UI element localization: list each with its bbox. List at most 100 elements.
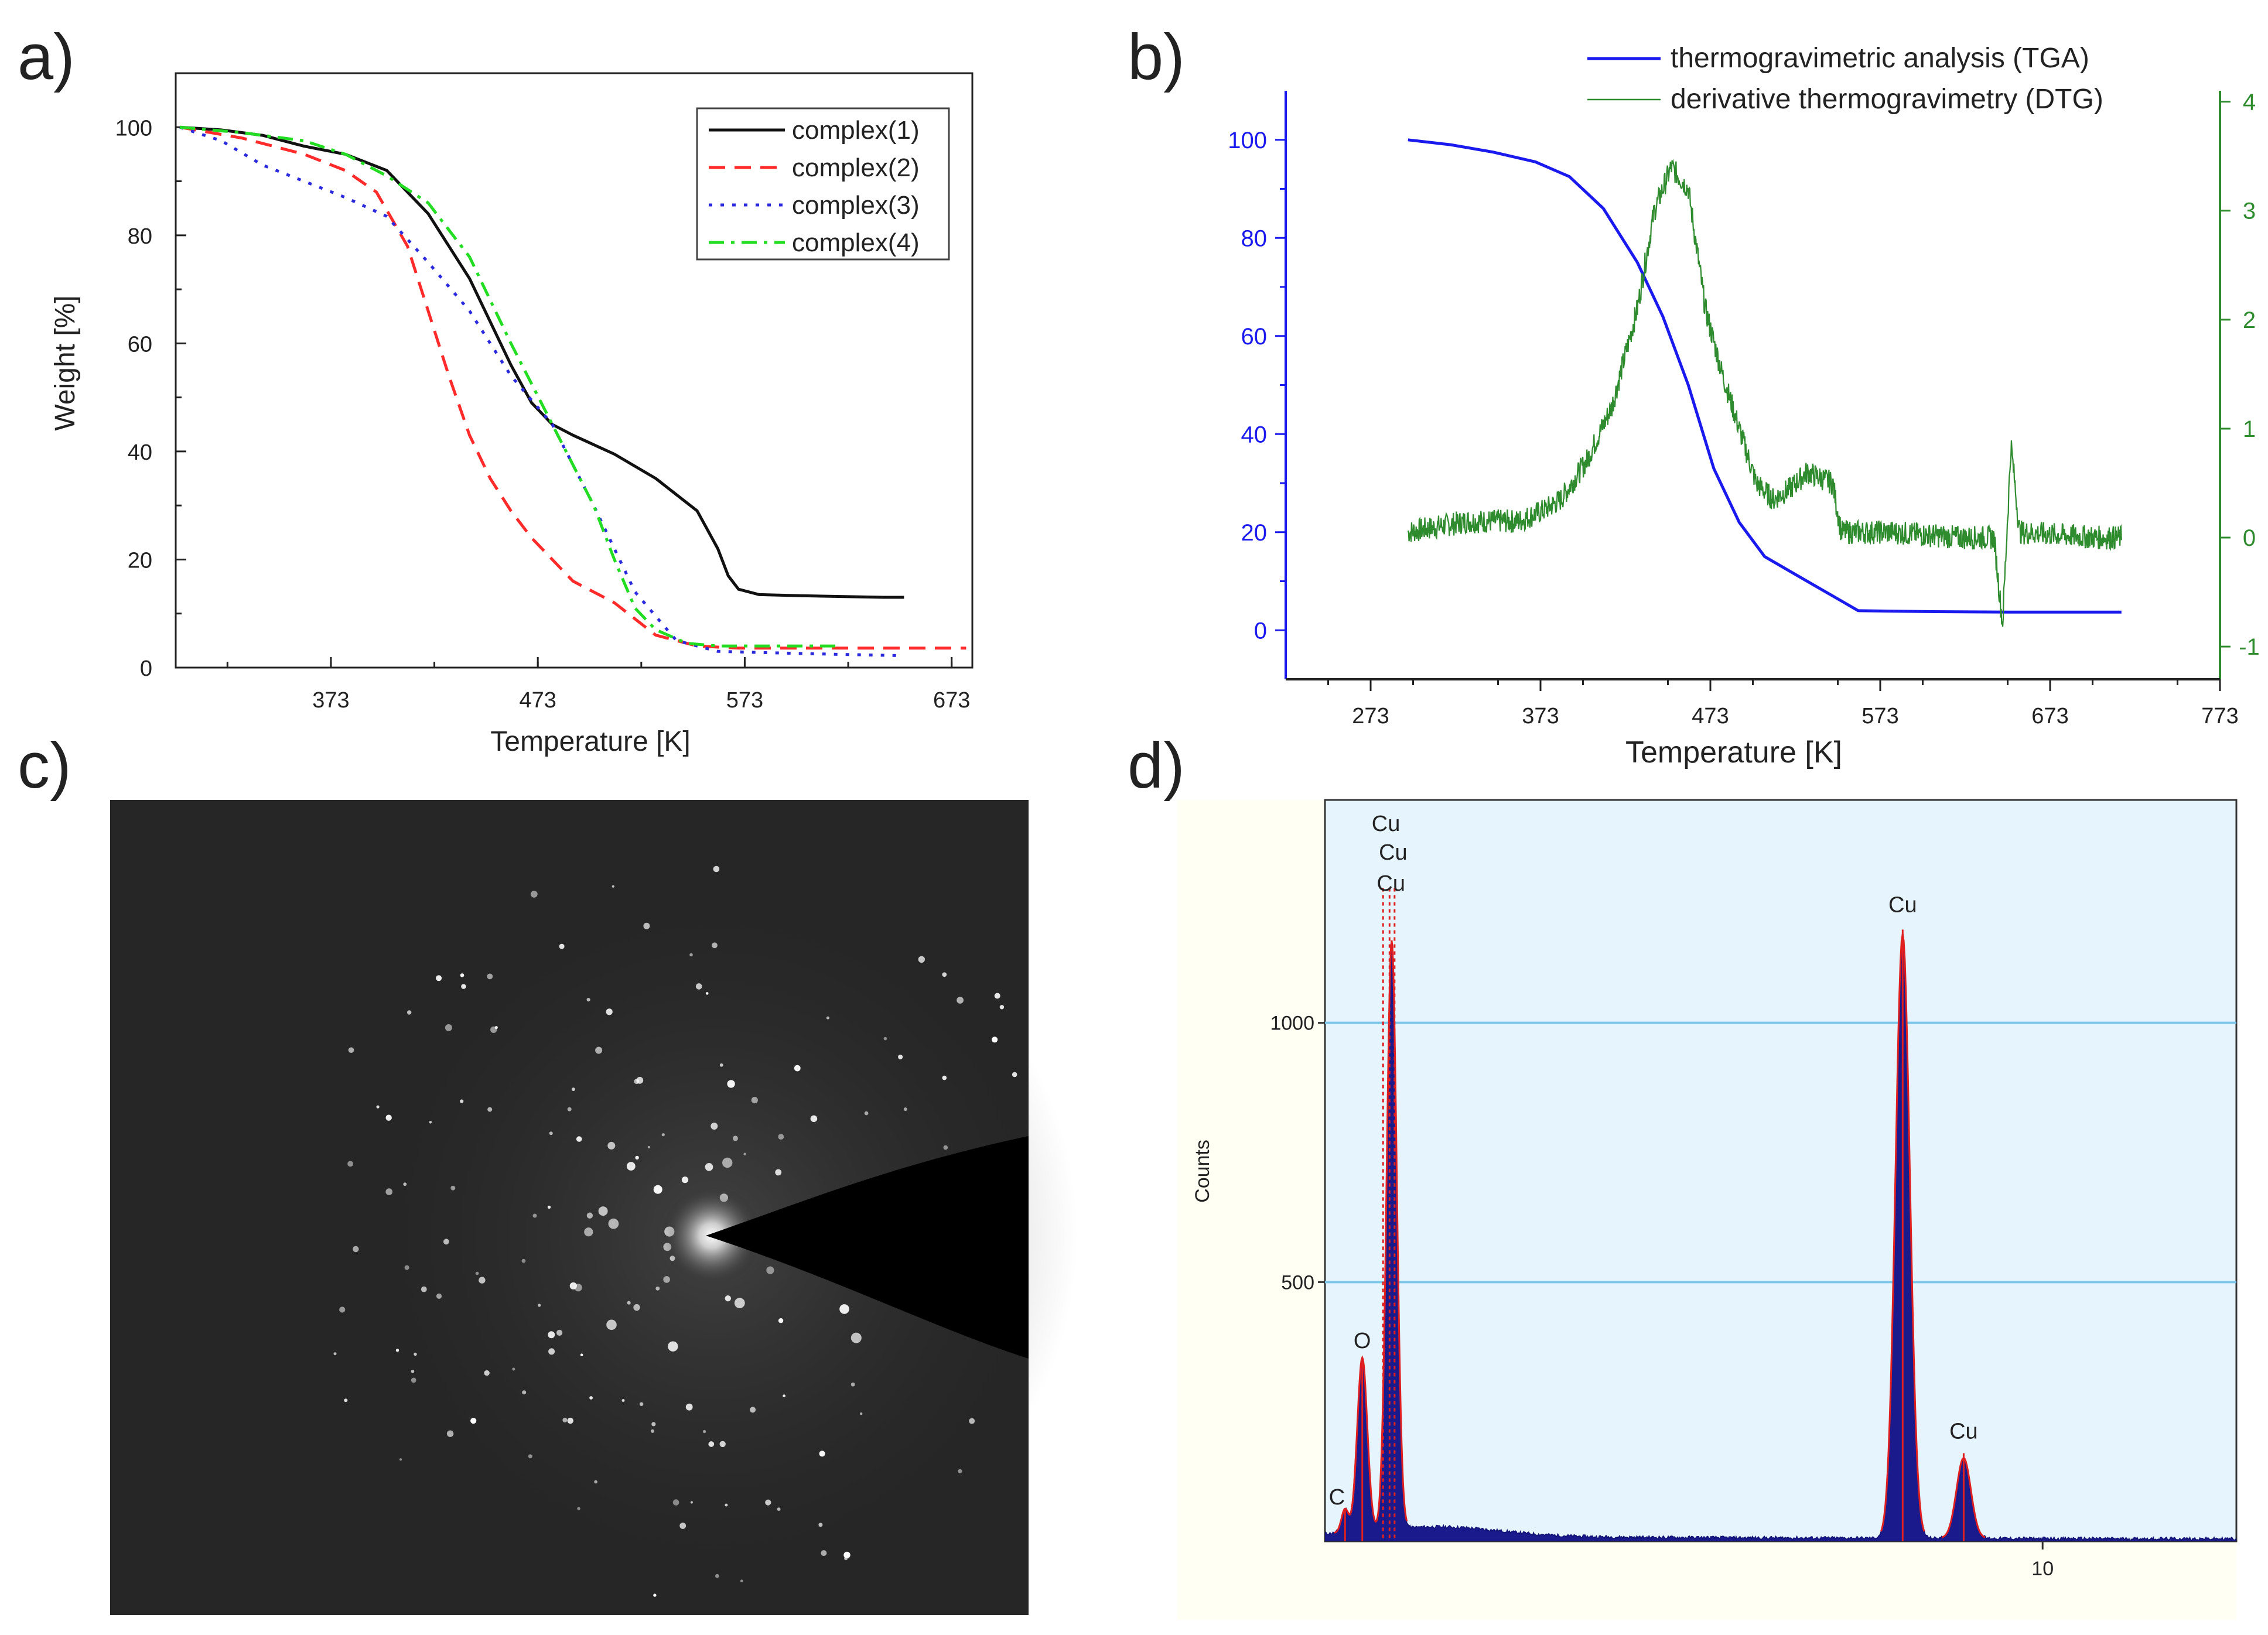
- diffraction-spot: [992, 1037, 998, 1043]
- diffraction-spot: [651, 1429, 654, 1433]
- diffraction-spot: [470, 1418, 477, 1424]
- diffraction-spot: [633, 1304, 640, 1311]
- diffraction-spot: [548, 1331, 555, 1339]
- diffraction-spot: [743, 1152, 746, 1155]
- legend-label-a-1: complex(1): [792, 116, 920, 145]
- panel-label-a: a): [18, 21, 75, 93]
- tga-line: [1408, 138, 2122, 614]
- diffraction-spot: [777, 1507, 781, 1511]
- diffraction-spot: [376, 1105, 380, 1109]
- dtg-line: [1407, 159, 2122, 627]
- eds-plot-area: [1324, 799, 2238, 1542]
- y-axis-label-a: Weight [%]: [50, 295, 81, 430]
- diffraction-spot: [942, 972, 947, 977]
- diffraction-spot: [778, 1134, 784, 1140]
- diffraction-spot: [530, 891, 538, 898]
- y-left-tick-label-b: 40: [1241, 422, 1268, 447]
- diffraction-spot: [528, 1454, 532, 1459]
- diffraction-spot: [404, 1265, 409, 1270]
- diffraction-spot: [850, 1332, 862, 1343]
- eds-spectrum-fill: [1325, 934, 2236, 1541]
- y-left-tick-label-b: 100: [1228, 128, 1267, 153]
- diffraction-spot: [549, 1131, 553, 1135]
- x-tick-label-d: 10: [2031, 1558, 2054, 1580]
- x-tick-label-b: 273: [1352, 704, 1389, 728]
- diffraction-spot: [653, 1593, 657, 1597]
- diffraction-spot: [606, 1008, 613, 1015]
- diffraction-spot: [711, 1123, 718, 1130]
- diffraction-spot: [626, 1162, 636, 1171]
- x-axis-label-a: Temperature [K]: [490, 726, 690, 757]
- diffraction-spot: [775, 1169, 782, 1176]
- diffraction-spot: [918, 956, 925, 963]
- diffraction-spot: [733, 1135, 738, 1141]
- diffraction-spot: [612, 885, 614, 888]
- eds-cu-stack-label: Cu: [1379, 840, 1408, 865]
- diffraction-spot: [348, 1047, 354, 1053]
- diffraction-spot: [883, 1037, 887, 1041]
- diffraction-spot: [821, 1550, 827, 1557]
- diffraction-spot: [705, 1163, 713, 1171]
- diffraction-spot: [689, 953, 693, 957]
- x-tick-label-b: 773: [2201, 704, 2238, 728]
- diffraction-spot: [1012, 1072, 1017, 1078]
- diffraction-spot: [668, 1341, 678, 1352]
- y-tick-label-a: 60: [128, 332, 152, 357]
- eds-peak-label: O: [1354, 1329, 1371, 1353]
- diffraction-spot: [399, 1458, 402, 1461]
- diffraction-spot: [715, 1574, 719, 1578]
- x-tick-label-a: 473: [519, 688, 556, 713]
- x-axis-label-b: Temperature [K]: [1625, 736, 1842, 769]
- diffraction-spot: [766, 1266, 774, 1274]
- diffraction-spot: [636, 1076, 644, 1084]
- x-tick-label-b: 373: [1522, 704, 1559, 728]
- eds-peak-labels: C O Cu Cu Cu Cu Cu: [1329, 812, 1978, 1510]
- diffraction-spot: [681, 1176, 689, 1184]
- legend-label-a-4: complex(4): [792, 228, 920, 257]
- diffraction-spot: [548, 1348, 555, 1355]
- diffraction-spot: [446, 1430, 454, 1437]
- diffraction-spot: [577, 1507, 580, 1510]
- diffraction-spot: [460, 1099, 464, 1103]
- diffraction-spot: [679, 1523, 686, 1529]
- diffraction-spot: [445, 1024, 452, 1031]
- diffraction-spot: [713, 866, 720, 873]
- y-right-tick-label-b: 1: [2243, 416, 2256, 442]
- eds-peak-label: C: [1329, 1485, 1345, 1510]
- diffraction-spot: [559, 943, 565, 949]
- panel-label-b: b): [1128, 21, 1185, 93]
- diffraction-spot: [712, 942, 718, 949]
- eds-peak-outline: [1346, 1355, 1378, 1523]
- y-right-tick-label-b: 0: [2243, 525, 2256, 551]
- series-line-a-4: [179, 125, 842, 648]
- diffraction-spot: [643, 922, 650, 929]
- y-tick-label-a: 0: [140, 656, 152, 681]
- diffraction-spot: [436, 1293, 442, 1299]
- diffraction-spot: [532, 1213, 537, 1218]
- diffraction-spot: [651, 1422, 656, 1427]
- diffraction-spot: [586, 1212, 593, 1219]
- y-tick-label-a: 100: [115, 116, 152, 141]
- diffraction-spot: [655, 1286, 660, 1291]
- diffraction-spot: [635, 1155, 639, 1160]
- diffraction-spot: [647, 1145, 650, 1149]
- diffraction-spot: [672, 1499, 679, 1506]
- diffraction-spots: [333, 866, 1022, 1597]
- diffraction-spot: [750, 1407, 756, 1413]
- legend-label-dtg: derivative thermogravimetry (DTG): [1671, 84, 2103, 115]
- diffraction-spot: [407, 1010, 412, 1015]
- y-tick-label-a: 20: [128, 548, 152, 573]
- diffraction-spot: [339, 1306, 346, 1313]
- diffraction-spot: [421, 1286, 427, 1292]
- diffraction-spot: [969, 1418, 975, 1424]
- panel-label-c: c): [18, 730, 71, 802]
- diffraction-spot: [708, 1441, 715, 1447]
- x-tick-label-a: 373: [312, 688, 349, 713]
- diffraction-spot: [403, 1182, 407, 1186]
- diffraction-spot: [522, 1390, 527, 1395]
- y-left-tick-label-b: 60: [1241, 324, 1268, 350]
- diffraction-spot: [778, 1318, 784, 1323]
- y-axis-label-d: Counts: [1191, 1140, 1214, 1203]
- diffraction-spot: [414, 1352, 417, 1356]
